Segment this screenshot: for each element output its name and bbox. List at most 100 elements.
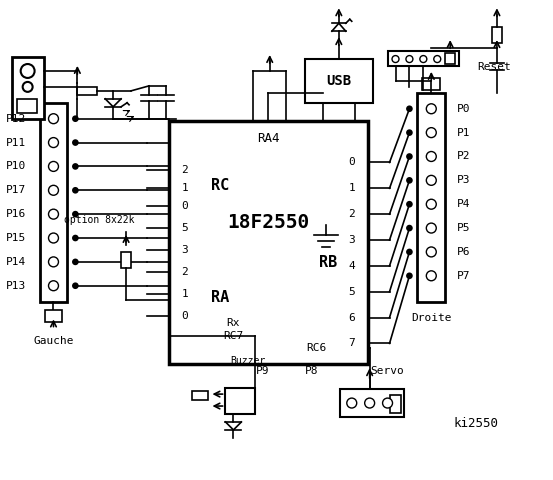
Bar [389,395,401,413]
Bar [305,59,373,103]
Circle shape [426,152,436,161]
Text: 4: 4 [348,261,355,271]
Circle shape [407,250,412,254]
Text: P9: P9 [255,366,269,376]
Bar [418,93,445,301]
Bar [169,120,368,364]
Bar [12,57,44,119]
Text: Buzzer: Buzzer [231,356,266,366]
Circle shape [73,188,78,193]
Text: ki2550: ki2550 [454,418,499,431]
Text: 3: 3 [348,235,355,245]
Circle shape [407,273,412,278]
Circle shape [73,259,78,264]
Text: RC6: RC6 [306,343,326,353]
Circle shape [426,175,436,185]
Circle shape [49,161,59,171]
Bar [445,53,455,64]
Text: 2: 2 [181,267,188,277]
Bar [422,78,440,90]
Circle shape [426,104,436,114]
Circle shape [406,56,413,62]
Text: 2: 2 [181,166,188,175]
Text: RB: RB [319,255,337,270]
Circle shape [49,138,59,147]
Text: P16: P16 [6,209,25,219]
Text: 3: 3 [181,245,188,255]
Text: P1: P1 [457,128,471,138]
Text: Gauche: Gauche [33,336,74,347]
Circle shape [420,56,427,62]
Circle shape [73,164,78,169]
Circle shape [426,128,436,138]
Text: 6: 6 [348,312,355,323]
Bar [45,310,62,322]
Text: 18F2550: 18F2550 [227,213,309,232]
Circle shape [347,398,357,408]
Circle shape [407,154,412,159]
Text: P4: P4 [457,199,471,209]
Text: P11: P11 [6,138,25,147]
Circle shape [407,202,412,207]
Text: P14: P14 [6,257,25,267]
Text: 1: 1 [348,183,355,193]
Circle shape [49,281,59,291]
Text: 0: 0 [181,311,188,321]
Circle shape [23,82,33,92]
Circle shape [434,56,441,62]
Text: Droite: Droite [411,312,452,323]
Circle shape [407,106,412,111]
Circle shape [407,226,412,230]
Text: P0: P0 [457,104,471,114]
Circle shape [73,236,78,240]
Circle shape [364,398,374,408]
Circle shape [73,212,78,216]
Circle shape [49,114,59,124]
Text: RC7: RC7 [223,331,243,341]
Text: 1: 1 [181,183,188,193]
Circle shape [49,209,59,219]
Text: 7: 7 [348,338,355,348]
Text: P5: P5 [457,223,471,233]
Text: 0: 0 [348,157,355,168]
Circle shape [426,247,436,257]
Text: P13: P13 [6,281,25,291]
Circle shape [392,56,399,62]
Circle shape [407,130,412,135]
Circle shape [73,116,78,121]
Bar [226,388,255,414]
Text: P7: P7 [457,271,471,281]
Bar [121,252,131,268]
Text: RC: RC [211,178,229,193]
Text: Reset: Reset [477,62,511,72]
Text: 5: 5 [348,287,355,297]
Circle shape [407,178,412,183]
Text: option 8x22k: option 8x22k [64,215,134,225]
Circle shape [426,271,436,281]
Text: Rx: Rx [227,317,240,327]
Text: P3: P3 [457,175,471,185]
Text: 1: 1 [181,288,188,299]
Text: P10: P10 [6,161,25,171]
Bar [192,391,207,400]
Bar [40,103,67,301]
Text: Servo: Servo [371,366,404,376]
Bar [388,51,459,66]
Text: 0: 0 [181,201,188,211]
Circle shape [49,257,59,267]
Bar [17,99,36,113]
Text: 2: 2 [348,209,355,219]
Text: RA: RA [211,289,229,305]
Text: P17: P17 [6,185,25,195]
Bar [492,27,502,43]
Circle shape [49,233,59,243]
Bar [340,389,404,417]
Text: USB: USB [326,74,351,88]
Circle shape [73,140,78,145]
Circle shape [383,398,393,408]
Text: P12: P12 [6,114,25,124]
Bar [77,87,97,95]
Circle shape [73,283,78,288]
Circle shape [426,199,436,209]
Circle shape [49,185,59,195]
